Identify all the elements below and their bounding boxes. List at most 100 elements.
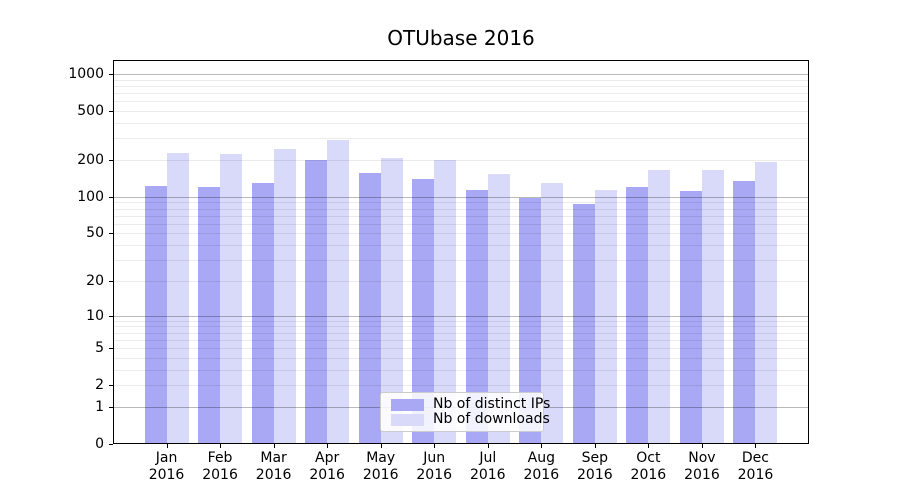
- y-axis-tick: [109, 159, 113, 161]
- gridline-minor: [113, 138, 809, 140]
- y-tick-label: 50: [86, 225, 104, 242]
- x-axis-tick: [701, 444, 703, 448]
- bar-nb-of-distinct-ips-jun: [412, 179, 435, 444]
- x-tick-label: Nov 2016: [684, 450, 720, 483]
- bar-nb-of-downloads-sep: [594, 190, 617, 444]
- y-tick-label: 10: [86, 307, 104, 324]
- gridline-minor: [113, 332, 809, 334]
- x-axis-tick: [541, 444, 543, 448]
- y-axis-tick: [109, 444, 113, 445]
- y-axis-tick: [109, 74, 113, 75]
- legend-item-downloads: Nb of downloads: [391, 412, 550, 427]
- gridline-minor: [113, 215, 809, 217]
- gridline-minor: [113, 339, 809, 341]
- y-tick-label: 500: [77, 103, 104, 120]
- x-axis-tick: [434, 444, 436, 448]
- bar-nb-of-downloads-jan: [166, 152, 189, 444]
- y-axis-tick: [109, 315, 113, 317]
- gridline-major: [113, 196, 809, 198]
- x-tick-label: Oct 2016: [630, 450, 667, 483]
- gridline-minor: [113, 348, 809, 350]
- x-tick-label: Jul 2016: [469, 450, 506, 483]
- gridline-minor: [113, 369, 809, 371]
- gridline-minor: [113, 280, 809, 282]
- gridline-minor: [113, 320, 809, 322]
- bar-nb-of-distinct-ips-feb: [198, 187, 221, 444]
- bar-nb-of-downloads-dec: [755, 162, 778, 444]
- gridline-minor: [113, 260, 809, 262]
- y-axis-tick: [109, 233, 113, 235]
- x-axis-tick: [648, 444, 650, 448]
- gridline-major: [113, 74, 809, 75]
- x-tick-label: Mar 2016: [255, 450, 292, 483]
- gridline-minor: [113, 326, 809, 328]
- y-axis-tick: [109, 111, 113, 113]
- x-tick-label: Aug 2016: [523, 450, 560, 483]
- x-tick-label: Apr 2016: [309, 450, 345, 483]
- y-tick-label: 1: [95, 398, 104, 415]
- y-tick-label: 100: [77, 188, 104, 205]
- y-tick-label: 20: [86, 272, 104, 289]
- bar-nb-of-downloads-oct: [648, 170, 671, 444]
- bar-nb-of-distinct-ips-mar: [251, 182, 274, 444]
- x-tick-label: Jan 2016: [148, 450, 185, 483]
- x-tick-label: Dec 2016: [737, 450, 774, 483]
- bar-nb-of-downloads-apr: [327, 140, 350, 444]
- bar-nb-of-downloads-may: [380, 158, 403, 444]
- x-axis-tick: [327, 444, 329, 448]
- bar-nb-of-downloads-feb: [220, 154, 243, 444]
- y-axis-tick: [109, 385, 113, 387]
- gridline-minor: [113, 245, 809, 247]
- legend: Nb of distinct IPs Nb of downloads: [380, 392, 550, 432]
- bar-nb-of-downloads-mar: [273, 148, 296, 444]
- x-axis-tick: [273, 444, 275, 448]
- gridline-minor: [113, 159, 809, 161]
- bar-nb-of-downloads-jun: [434, 159, 457, 444]
- y-tick-label: 2: [95, 377, 104, 394]
- y-tick-label: 1000: [68, 66, 104, 82]
- legend-label-downloads: Nb of downloads: [433, 411, 550, 427]
- bar-nb-of-distinct-ips-nov: [679, 190, 702, 444]
- y-tick-label: 0: [95, 436, 104, 452]
- gridline-minor: [113, 122, 809, 124]
- y-axis-tick: [109, 280, 113, 282]
- gridline-minor: [113, 101, 809, 103]
- gridline-minor: [113, 233, 809, 235]
- gridline-minor: [113, 385, 809, 387]
- bar-nb-of-distinct-ips-sep: [572, 204, 595, 444]
- x-axis-tick: [594, 444, 596, 448]
- legend-swatch-distinct-ips: [391, 398, 424, 411]
- y-axis-tick: [109, 406, 113, 408]
- x-tick-label: Sep 2016: [577, 450, 613, 483]
- chart-title: OTUbase 2016: [387, 26, 535, 50]
- gridline-minor: [113, 202, 809, 204]
- gridline-minor: [113, 223, 809, 225]
- x-axis-tick: [755, 444, 757, 448]
- x-axis-tick: [380, 444, 382, 448]
- gridline-minor: [113, 357, 809, 359]
- bar-nb-of-downloads-jul: [487, 174, 510, 444]
- x-axis-tick: [166, 444, 168, 448]
- legend-label-distinct-ips: Nb of distinct IPs: [433, 396, 551, 412]
- x-axis-tick: [487, 444, 489, 448]
- gridline-minor: [113, 93, 809, 95]
- bar-nb-of-distinct-ips-may: [358, 172, 381, 444]
- bar-nb-of-distinct-ips-jan: [144, 186, 167, 444]
- bar-nb-of-distinct-ips-dec: [733, 180, 756, 444]
- gridline-major: [113, 315, 809, 317]
- x-tick-label: Feb 2016: [202, 450, 238, 483]
- x-axis-tick: [220, 444, 222, 448]
- bar-nb-of-distinct-ips-oct: [626, 187, 649, 444]
- x-tick-label: May 2016: [362, 450, 399, 483]
- gridline-minor: [113, 79, 809, 81]
- bar-nb-of-downloads-aug: [541, 183, 564, 444]
- bar-nb-of-distinct-ips-aug: [519, 198, 542, 444]
- bar-nb-of-downloads-nov: [701, 169, 724, 444]
- y-tick-label: 200: [77, 151, 104, 168]
- y-axis-tick: [109, 348, 113, 350]
- gridline-minor: [113, 85, 809, 87]
- gridline-minor: [113, 111, 809, 113]
- legend-swatch-downloads: [391, 413, 424, 426]
